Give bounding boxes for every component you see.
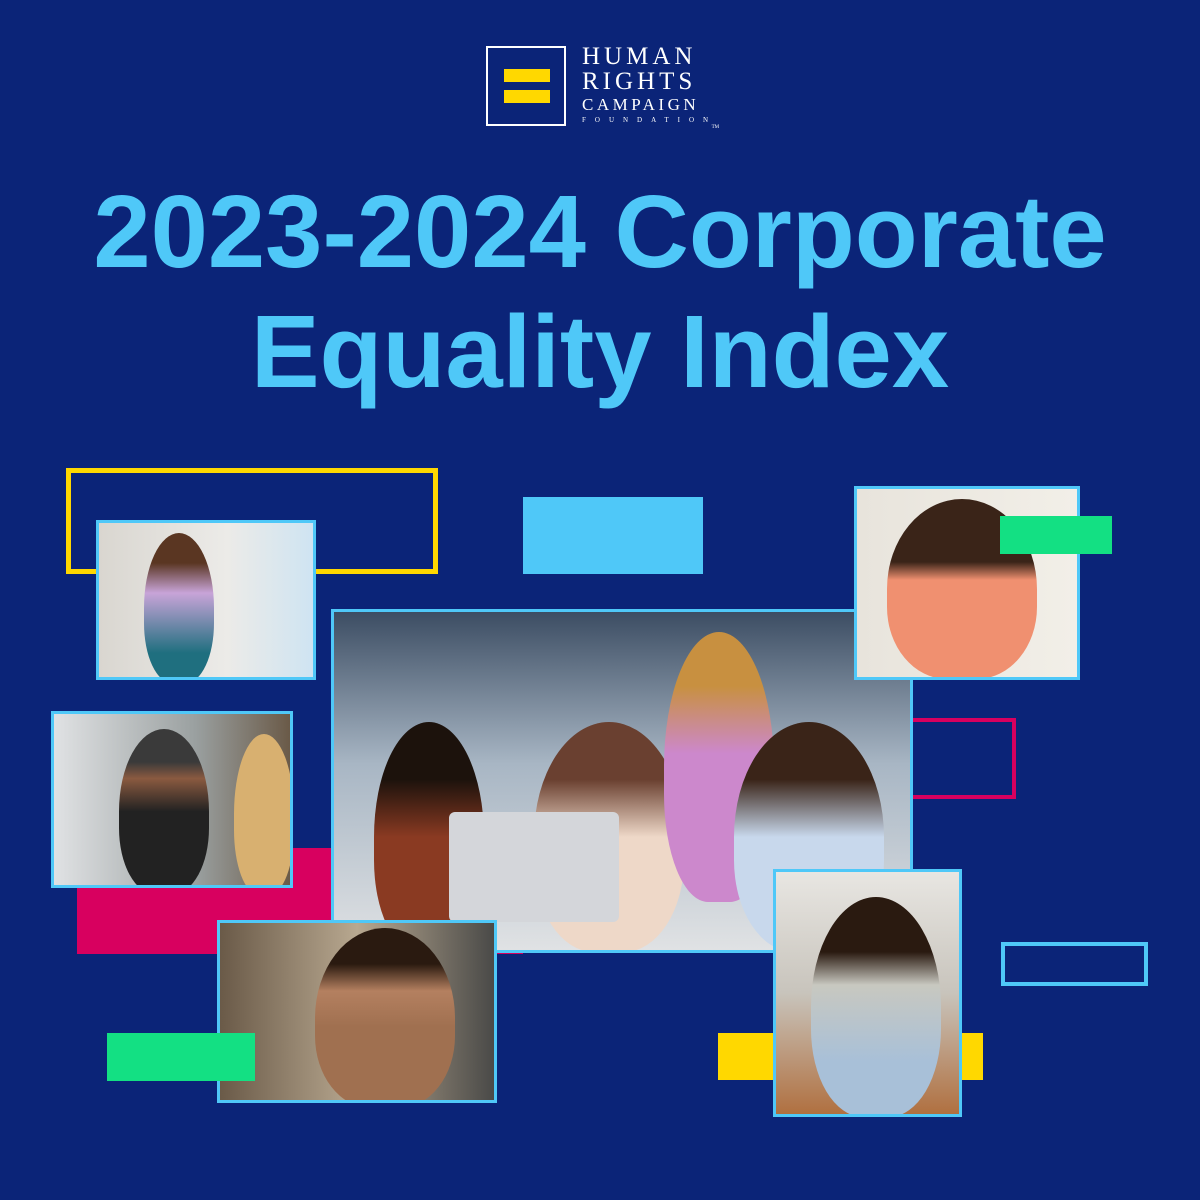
photo-person-with-laptop xyxy=(773,869,962,1117)
blue-block xyxy=(523,497,703,574)
red-outline-rect xyxy=(905,718,1016,799)
green-block-bottom xyxy=(107,1033,255,1081)
logo-line-1: HUMAN xyxy=(582,43,697,70)
title-line-1: 2023-2024 Corporate xyxy=(93,174,1107,289)
logo-line-2: RIGHTS xyxy=(582,68,697,95)
logo-line-3: CAMPAIGN xyxy=(582,95,700,114)
logo-wordmark: HUMAN RIGHTS CAMPAIGN FOUNDATION TM xyxy=(582,43,719,130)
blue-outline-rect xyxy=(1001,942,1148,986)
hrc-logo-equal-sign xyxy=(486,46,566,126)
photo-woman-smiling-office xyxy=(51,711,293,888)
logo-subtitle: FOUNDATION xyxy=(582,116,718,124)
photo-woman-presenting xyxy=(96,520,316,680)
trademark: TM xyxy=(711,125,720,130)
green-block-top xyxy=(1000,516,1112,554)
photo-man-handshake xyxy=(217,920,497,1103)
page-title: 2023-2024 Corporate Equality Index xyxy=(0,172,1200,412)
title-line-2: Equality Index xyxy=(250,294,950,409)
